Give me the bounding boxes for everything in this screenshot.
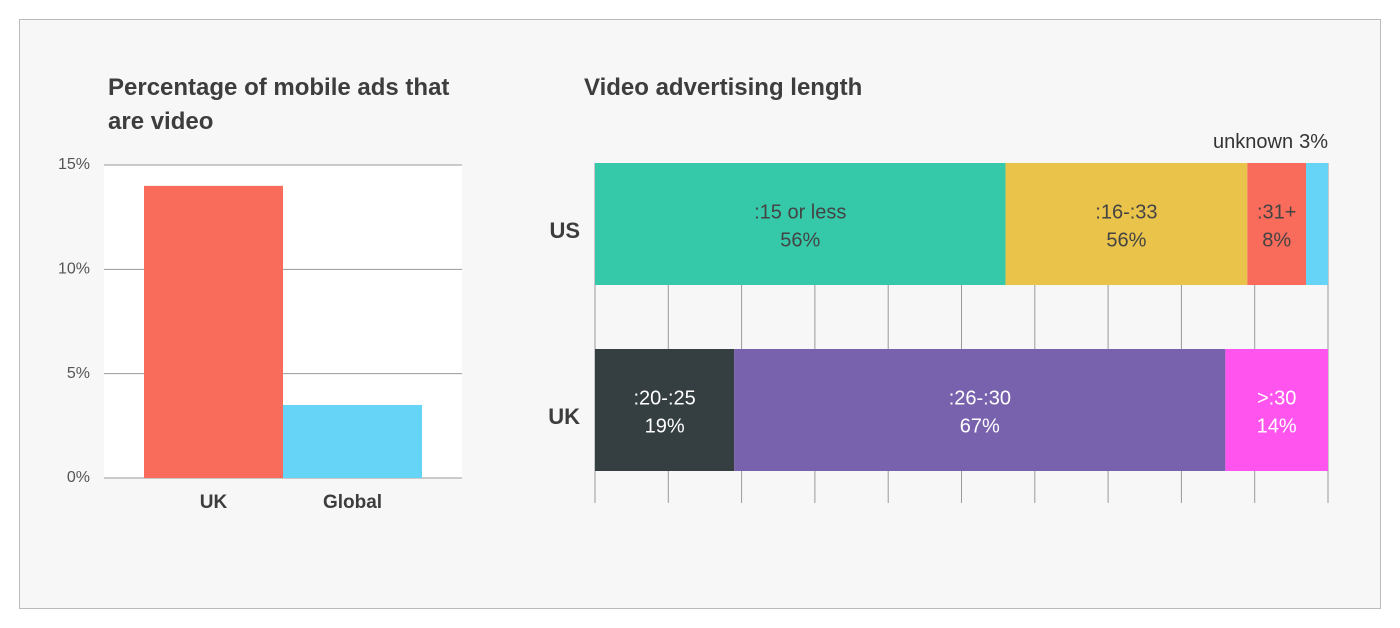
value-label: 56% — [1106, 229, 1146, 251]
segment-label: unknown 3% — [1213, 131, 1328, 153]
value-label: 19% — [645, 415, 685, 437]
category-label: US — [549, 218, 580, 243]
y-tick-label: 10% — [58, 261, 90, 278]
chart-title: Percentage of mobile ads that are video — [108, 74, 450, 135]
segment-name: >:30 — [1257, 387, 1296, 409]
bar — [283, 404, 422, 478]
bar-segment — [595, 349, 735, 471]
segment-name: unknown — [1213, 131, 1293, 153]
chart-title: Video advertising length — [584, 74, 863, 101]
value-label: 56% — [780, 229, 820, 251]
value-label: 14% — [1257, 415, 1297, 437]
value-label: 8% — [1262, 229, 1291, 251]
y-tick-label: 15% — [58, 156, 90, 173]
segment-name: :16-:33 — [1095, 201, 1157, 223]
bar-segment — [1306, 163, 1328, 285]
bar-segment — [1247, 163, 1307, 285]
segment-name: :26-:30 — [949, 387, 1011, 409]
segment-name: :15 or less — [754, 201, 846, 223]
bar-segment — [1005, 163, 1248, 285]
bar-segment — [734, 349, 1226, 471]
x-tick-label: Global — [323, 492, 382, 513]
value-label: 3% — [1299, 131, 1328, 153]
y-tick-label: 0% — [67, 469, 90, 486]
category-label: UK — [548, 404, 580, 429]
value-label: 67% — [960, 415, 1000, 437]
x-tick-label: UK — [200, 492, 228, 513]
bar-segment — [595, 163, 1006, 285]
y-tick-label: 5% — [67, 365, 90, 382]
segment-name: :31+ — [1257, 201, 1296, 223]
bar-segment — [1225, 349, 1328, 471]
bar — [144, 185, 283, 478]
segment-name: :20-:25 — [634, 387, 696, 409]
